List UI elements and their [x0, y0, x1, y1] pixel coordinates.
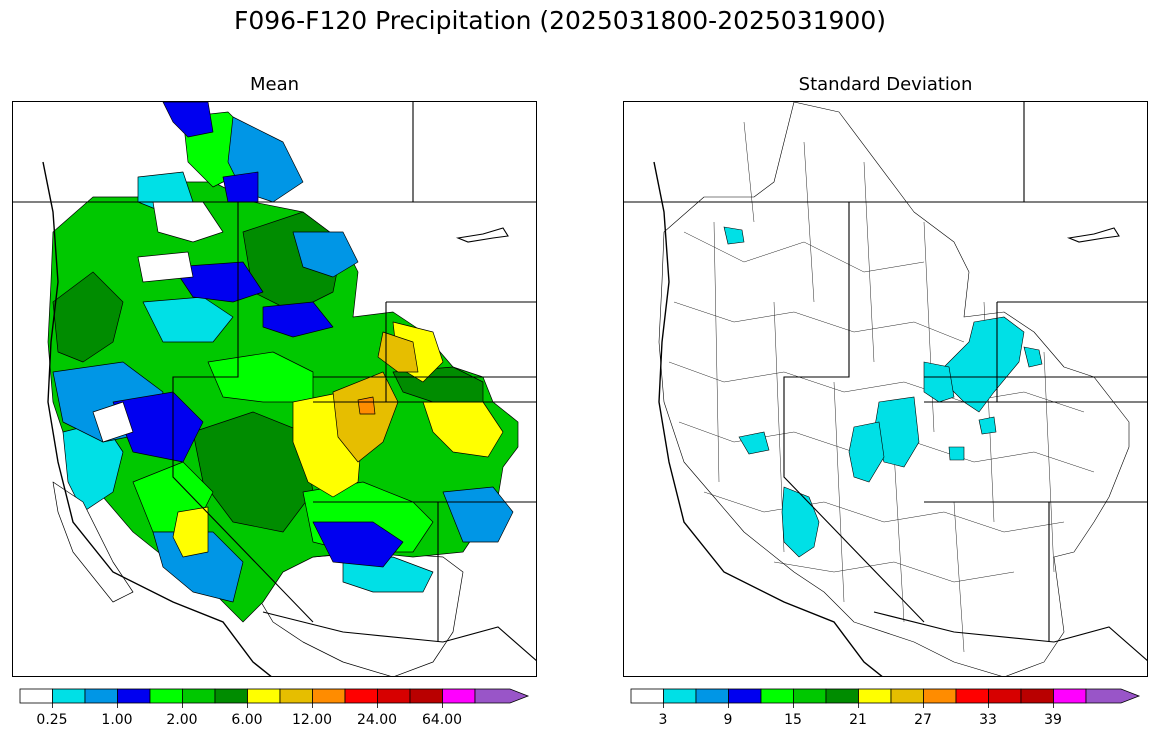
mean-colorbar-swatches — [19, 688, 530, 708]
basin-outline-lines-a — [668, 231, 1085, 413]
mean-colorbar-swatch — [344, 688, 378, 704]
basin-region-orange — [357, 396, 376, 415]
stddev-region-cyan-c — [1023, 346, 1043, 368]
stddev-colorbar-tick-label: 15 — [784, 712, 802, 728]
stddev-colorbar-swatch — [988, 688, 1022, 704]
mean-colorbar-swatch — [312, 688, 346, 704]
basin-region-darkgreen-a — [52, 271, 124, 363]
stddev-region-cyan-b — [938, 316, 1025, 413]
stddev-region-cyan-i — [738, 431, 770, 455]
stddev-region-cyan-f — [848, 421, 885, 483]
basin-region-gold-a — [332, 371, 399, 463]
basin-region-lightblue-c — [152, 531, 244, 603]
basin-region-blue-d — [312, 521, 404, 568]
mean-colorbar-swatch — [247, 688, 281, 704]
stddev-colorbar-extend-arrow — [1085, 688, 1141, 704]
stddev-colorbar-tick-label: 27 — [914, 712, 932, 728]
basin-region-blue-c — [112, 391, 204, 463]
stddev-colorbar-swatch — [1053, 688, 1087, 704]
mean-colorbar-extend-arrow — [474, 688, 530, 704]
stddev-colorbar-swatch — [923, 688, 957, 704]
mean-colorbar-tick-label: 12.00 — [291, 712, 333, 728]
mean-colorbar-swatch — [84, 688, 118, 704]
stddev-region-cyan-a — [723, 226, 745, 245]
mean-colorbar-swatch — [117, 688, 151, 704]
coastline — [42, 161, 272, 676]
basin-region-lightblue-e — [292, 231, 359, 278]
basin-region-blue-f — [262, 301, 334, 338]
stddev-map-canvas — [624, 102, 1147, 676]
stddev-colorbar-tick-label: 9 — [723, 712, 733, 728]
stddev-colorbar-swatch — [955, 688, 989, 704]
mean-colorbar-swatch — [214, 688, 248, 704]
mean-colorbar-tick-label: 6.00 — [231, 712, 263, 728]
stddev-region-cyan-j — [781, 486, 820, 558]
stddev-region-cyan-g — [978, 416, 997, 435]
mean-colorbar-tick-label: 2.00 — [166, 712, 198, 728]
mean-colorbar-swatch — [442, 688, 476, 704]
basin-region-lightblue-d — [442, 486, 514, 543]
stddev-colorbar-swatch — [890, 688, 924, 704]
mean-panel-title: Mean — [249, 74, 300, 95]
basin-region-white-c — [92, 401, 134, 443]
basin-region-cyan-c — [342, 556, 434, 593]
mean-map-canvas — [13, 102, 536, 676]
mean-colorbar-tick-label: 64.00 — [421, 712, 463, 728]
border-line-h — [783, 202, 925, 623]
basin-region-white — [658, 102, 1130, 676]
stddev-panel-title: Standard Deviation — [798, 74, 973, 95]
stddev-colorbar-swatch — [663, 688, 697, 704]
figure-title: F096-F120 Precipitation (2025031800-2025… — [233, 6, 886, 35]
stddev-colorbar-swatch — [760, 688, 794, 704]
border-mexico — [262, 611, 536, 661]
stddev-colorbar-tick-label: 21 — [849, 712, 867, 728]
mean-colorbar-swatch — [52, 688, 86, 704]
mean-colorbar-swatch — [409, 688, 443, 704]
stddev-colorbar-swatch — [793, 688, 827, 704]
stddev-colorbar-swatch — [630, 688, 664, 704]
mean-colorbar-swatch — [19, 688, 53, 704]
mean-map — [12, 101, 537, 677]
stddev-colorbar-tick-label: 3 — [658, 712, 668, 728]
stddev-region-cyan-d — [923, 361, 955, 403]
stddev-colorbar-tick-label: 39 — [1044, 712, 1062, 728]
stddev-colorbar-swatch — [1020, 688, 1054, 704]
basin-region-blue-e — [222, 171, 259, 203]
stddev-colorbar-tick-label: 33 — [979, 712, 997, 728]
stddev-map — [623, 101, 1148, 677]
basin-region-gold-b — [377, 331, 419, 373]
coastline — [653, 161, 883, 676]
mean-colorbar-swatch — [377, 688, 411, 704]
great-lakes-outline — [1066, 227, 1120, 243]
stddev-colorbar-swatches — [630, 688, 1141, 708]
stddev-colorbar-swatch — [825, 688, 859, 704]
basin-region-blue-b — [172, 261, 264, 303]
mean-colorbar-swatch — [149, 688, 183, 704]
border-line-h — [172, 202, 314, 623]
great-lakes-outline — [455, 227, 509, 243]
mean-colorbar-tick-label: 0.25 — [36, 712, 68, 728]
basin-region-blue-a — [162, 102, 214, 138]
border-mexico — [873, 611, 1147, 661]
stddev-colorbar-swatch — [858, 688, 892, 704]
basin-region-white-a — [137, 251, 194, 283]
basin-outline-lines-c — [713, 121, 1055, 653]
mean-colorbar-swatch — [182, 688, 216, 704]
basin-region-cyan-d — [142, 296, 234, 343]
stddev-region-cyan-h — [948, 446, 965, 461]
stddev-colorbar-swatch — [695, 688, 729, 704]
stddev-colorbar-swatch — [728, 688, 762, 704]
mean-colorbar-tick-label: 1.00 — [101, 712, 133, 728]
mean-colorbar-swatch — [279, 688, 313, 704]
mean-colorbar-tick-label: 24.00 — [356, 712, 398, 728]
